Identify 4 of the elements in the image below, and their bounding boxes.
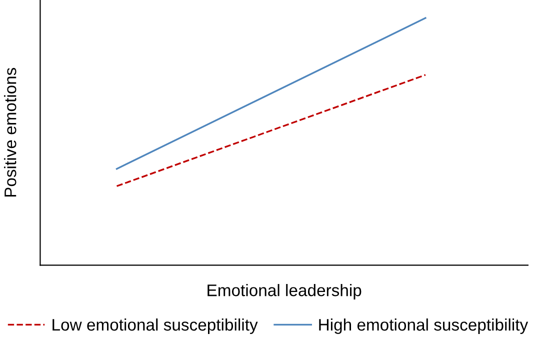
y-axis-title: Positive emotions: [4, 68, 16, 197]
x-axis-title: Emotional leadership: [208, 284, 362, 300]
legend-label: Low emotional susceptibility: [52, 318, 258, 334]
legend-label: High emotional susceptibility: [319, 318, 528, 334]
